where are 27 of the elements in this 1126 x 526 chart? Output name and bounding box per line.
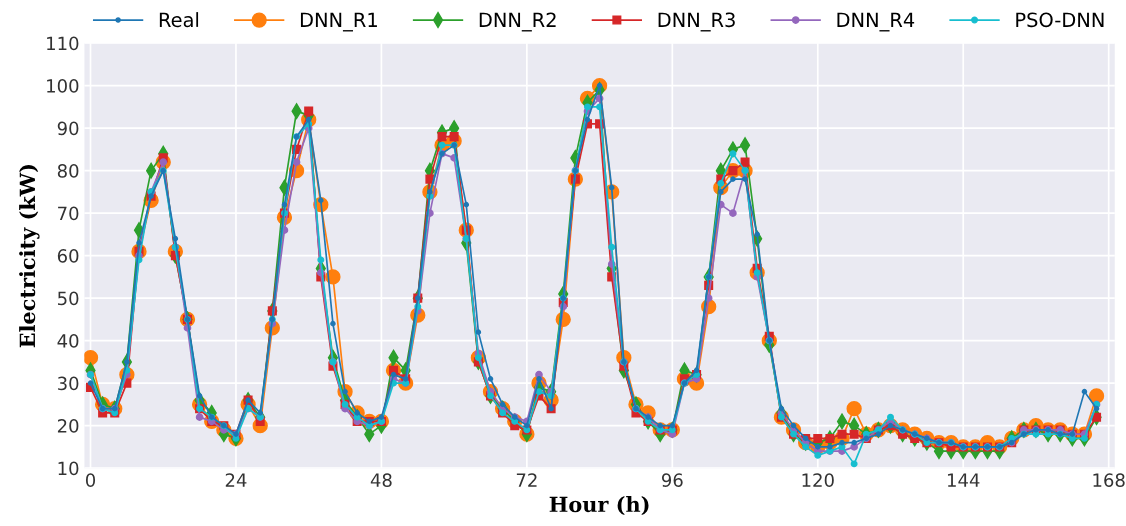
- y-tick-label: 20: [57, 419, 79, 433]
- y-tick-label: 90: [57, 121, 79, 136]
- legend-label: PSO-DNN: [1016, 12, 1104, 28]
- y-tick-label: 30: [57, 376, 79, 391]
- x-tick-label: 144: [947, 473, 980, 487]
- legend-label: DNN_R3: [658, 12, 735, 32]
- legend-label: Real: [159, 12, 199, 28]
- x-tick-label: 120: [802, 473, 834, 487]
- y-tick-label: 10: [58, 461, 79, 476]
- y-tick-label: 60: [57, 249, 79, 263]
- y-tick-label: 70: [58, 206, 79, 221]
- y-tick-label: 80: [57, 164, 79, 178]
- y-tick-label: 100: [47, 79, 79, 93]
- x-tick-label: 0: [85, 473, 96, 487]
- legend-label: DNN_R4: [837, 12, 915, 32]
- x-tick-label: 96: [661, 473, 683, 487]
- x-axis-title: Hour (h): [549, 496, 649, 516]
- y-tick-label: 50: [58, 291, 79, 306]
- y-tick-label: 110: [47, 36, 79, 51]
- x-tick-label: 168: [1093, 473, 1125, 487]
- x-tick-label: 24: [225, 473, 247, 487]
- x-tick-label: 48: [370, 473, 392, 487]
- legend-label: DNN_R1: [300, 12, 377, 32]
- x-tick-label: 72: [516, 473, 537, 487]
- y-axis-title: Electricity (kW): [19, 164, 40, 348]
- y-tick-label: 40: [57, 334, 79, 348]
- legend-label: DNN_R2: [479, 12, 556, 32]
